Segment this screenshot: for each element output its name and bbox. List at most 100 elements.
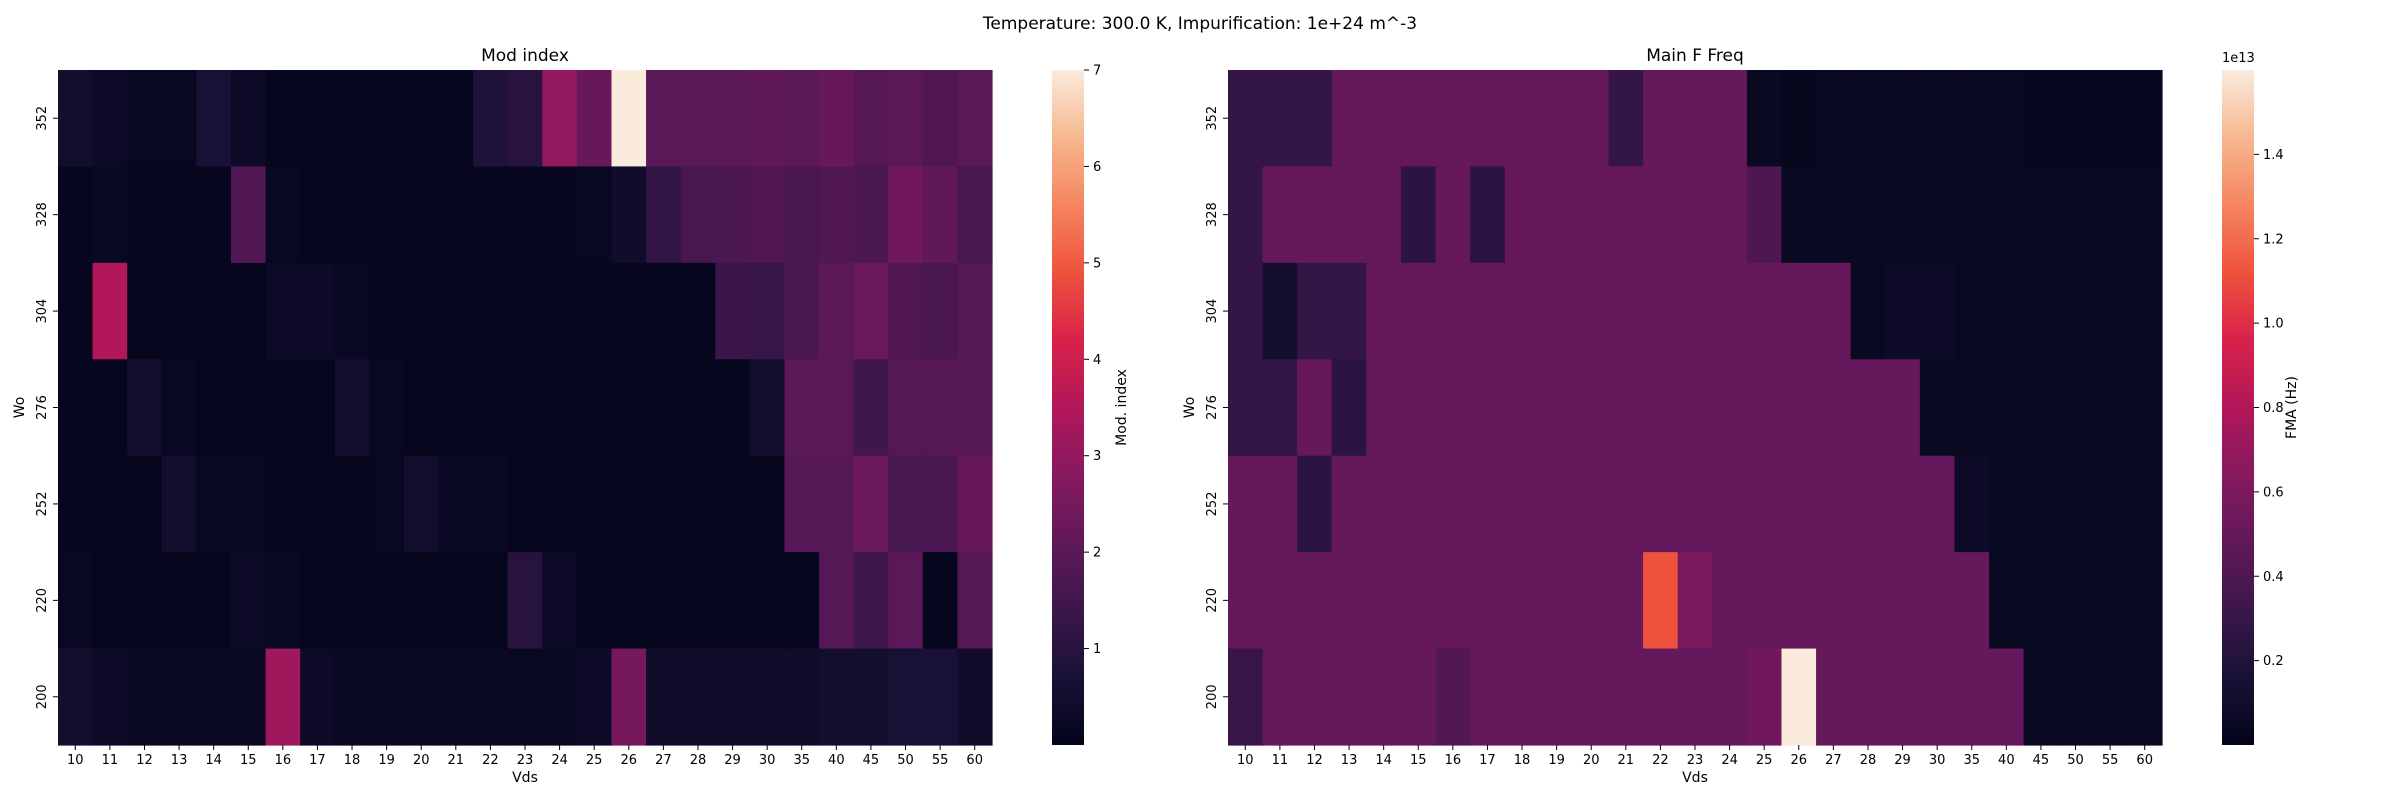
heatmap-cell (611, 455, 647, 553)
heatmap-cell (196, 70, 232, 168)
heatmap-cell (1539, 70, 1575, 168)
heatmap-cell (1539, 552, 1575, 650)
heatmap-cell (127, 70, 163, 168)
heatmap-cell (1297, 359, 1333, 457)
heatmap-cell (1573, 455, 1610, 553)
x-tick-label: 26 (1791, 753, 1808, 768)
heatmap-cell (1885, 166, 1921, 264)
x-axis-label: Vds (1682, 770, 1708, 786)
heatmap-cell (1331, 262, 1367, 360)
heatmap-cell (438, 262, 474, 360)
y-tick-label: 352 (1205, 106, 1220, 131)
heatmap-cell (196, 648, 232, 746)
heatmap-cell (300, 648, 336, 746)
heatmap-cell (784, 648, 820, 746)
heatmap-cell (196, 455, 232, 553)
x-tick-label: 11 (1272, 753, 1289, 768)
heatmap-cell (1677, 70, 1713, 168)
heatmap-cell (1262, 262, 1298, 360)
heatmap-cell (1850, 70, 1886, 168)
heatmap-cell (230, 70, 267, 168)
colorbar-tick-label: 0.6 (2263, 485, 2284, 500)
heatmap-cell (2023, 552, 2059, 650)
heatmap-cell (1573, 262, 1610, 360)
x-tick-label: 10 (67, 753, 84, 768)
heatmap-cell (1677, 262, 1713, 360)
heatmap-cell (1712, 552, 1748, 650)
heatmap-cell (853, 648, 889, 746)
heatmap-cell (1643, 70, 1679, 168)
heatmap-cell (230, 648, 267, 746)
heatmap-cell (1989, 262, 2025, 360)
heatmap-cell (1400, 648, 1437, 746)
heatmap-cell (1262, 648, 1298, 746)
colorbar-tick-label: 0.2 (2263, 654, 2284, 669)
heatmap-cell (1435, 262, 1471, 360)
heatmap-cell (1573, 648, 1610, 746)
x-tick-label: 55 (932, 753, 949, 768)
heatmap-cell (1919, 70, 1956, 168)
heatmap-cell (58, 359, 94, 457)
colorbar-tick-label: 1.0 (2263, 317, 2284, 332)
heatmap-cell (161, 70, 197, 168)
heatmap-cell (680, 455, 716, 553)
heatmap-cell (2058, 70, 2094, 168)
heatmap-cell (1573, 70, 1610, 168)
heatmap-cell (161, 359, 197, 457)
heatmap-cell (1850, 262, 1886, 360)
heatmap-cell (819, 648, 855, 746)
heatmap-cell (1919, 166, 1956, 264)
heatmap-cell (646, 166, 682, 264)
heatmap-cell (127, 262, 163, 360)
heatmap-cell (127, 648, 163, 746)
heatmap-cell (334, 648, 370, 746)
heatmap-cell (1366, 166, 1402, 264)
heatmap-cell (1608, 552, 1644, 650)
heatmap-cell (542, 70, 578, 168)
heatmap-cell (1366, 552, 1402, 650)
heatmap-cell (1954, 648, 1990, 746)
colorbar-tick-label: 1 (1093, 642, 1101, 657)
heatmap-cell (1781, 552, 1817, 650)
heatmap-cell (1366, 262, 1402, 360)
x-tick-label: 20 (413, 753, 430, 768)
x-tick-label: 16 (275, 753, 292, 768)
x-tick-label: 40 (1998, 753, 2015, 768)
heatmap-cell (161, 455, 197, 553)
heatmap-cell (334, 166, 370, 264)
x-tick-label: 50 (897, 753, 914, 768)
heatmap-cell (2058, 166, 2094, 264)
heatmap-cell (1366, 455, 1402, 553)
heatmap-cell (2058, 552, 2094, 650)
heatmap-cell (576, 552, 613, 650)
heatmap-cell (819, 70, 855, 168)
heatmap-cell (1954, 359, 1990, 457)
x-tick-label: 12 (1306, 753, 1323, 768)
heatmap-cell (1400, 359, 1437, 457)
heatmap-cell (1746, 455, 1783, 553)
x-tick-label: 18 (344, 753, 361, 768)
heatmap-cell (888, 262, 924, 360)
heatmap-cell (888, 70, 924, 168)
heatmap-cell (1504, 359, 1540, 457)
heatmap-cell (58, 262, 94, 360)
heatmap-cell (1573, 359, 1610, 457)
heatmap-cell (2023, 359, 2059, 457)
heatmap-cell (680, 359, 716, 457)
heatmap-cell (2023, 70, 2059, 168)
heatmap-cell (1435, 166, 1471, 264)
heatmap-cell (922, 552, 958, 650)
heatmap-cell (611, 648, 647, 746)
heatmap-cell (1954, 166, 1990, 264)
heatmap-cell (2058, 648, 2094, 746)
x-tick-label: 35 (793, 753, 810, 768)
x-tick-label: 15 (1410, 753, 1427, 768)
heatmap-cell (715, 648, 751, 746)
heatmap-cell (403, 648, 440, 746)
heatmap-cell (1573, 166, 1610, 264)
heatmap-cell (611, 262, 647, 360)
heatmap-cell (1919, 262, 1956, 360)
heatmap-cell (1677, 166, 1713, 264)
heatmap-cell (542, 166, 578, 264)
